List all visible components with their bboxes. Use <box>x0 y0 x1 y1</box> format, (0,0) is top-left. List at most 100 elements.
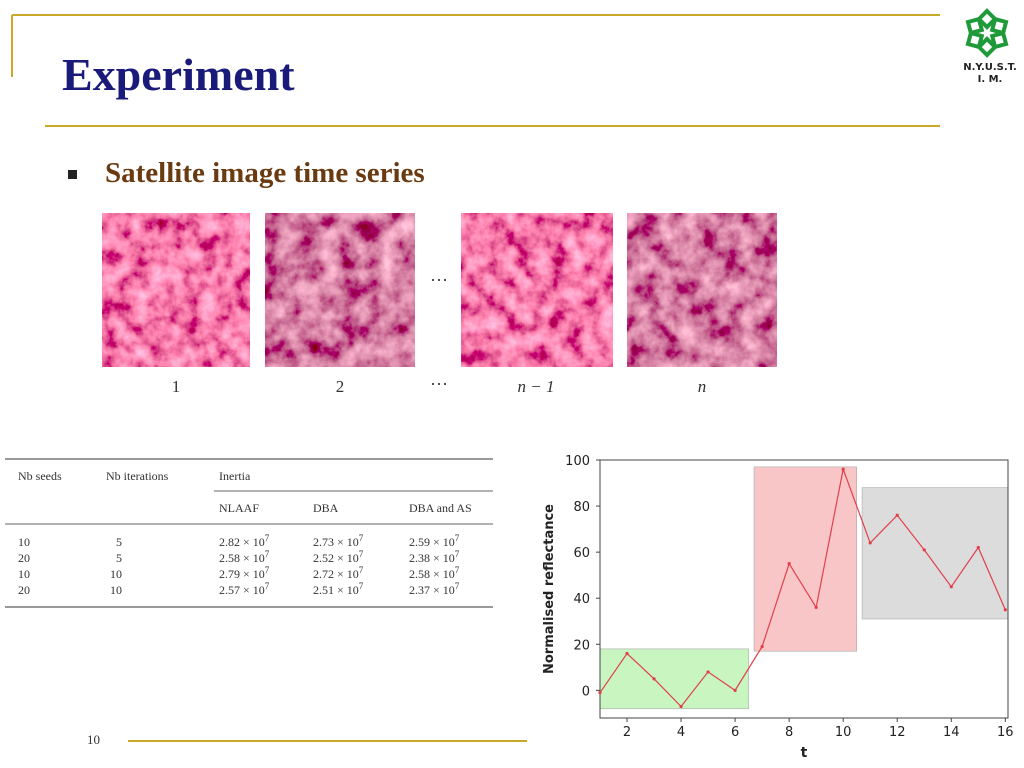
cell-mantissa: 2.51 × 10 <box>313 583 359 597</box>
data-point <box>868 541 872 545</box>
table-cell: 20 <box>18 583 30 597</box>
y-axis-label: Normalised reflectance <box>542 504 557 674</box>
cell-exponent: 7 <box>359 533 364 543</box>
cell-exponent: 7 <box>455 581 460 591</box>
table-cell: 5 <box>116 535 122 549</box>
y-tick-label: 20 <box>573 638 590 653</box>
y-tick-label: 80 <box>573 500 590 515</box>
data-point <box>733 688 737 692</box>
cell-mantissa: 2.72 × 10 <box>313 567 359 581</box>
data-point <box>949 585 953 589</box>
table-cell: 2.58 × 107 <box>219 549 270 565</box>
data-point <box>922 548 926 552</box>
y-tick-label: 40 <box>573 592 590 607</box>
table-cell: 2.51 × 107 <box>313 581 364 597</box>
x-tick-label: 14 <box>943 725 960 740</box>
table-cell: 10 <box>18 567 30 581</box>
logo <box>965 8 1009 58</box>
logo-text: N.Y.U.S.T. <box>963 62 1017 73</box>
cell-mantissa: 2.57 × 10 <box>219 583 265 597</box>
table-cell: 2.57 × 107 <box>219 581 270 597</box>
table: Nb seeds Nb iterations Inertia NLAAF DBA DBA … <box>18 469 472 597</box>
bullet-text: Satellite image time series <box>105 157 425 189</box>
x-tick-label: 4 <box>677 725 685 740</box>
cell-mantissa: 2.38 × 10 <box>409 551 455 565</box>
cell-mantissa: 2.58 × 10 <box>219 551 265 565</box>
y-tick-label: 60 <box>573 546 590 561</box>
logo-text: I. M. <box>978 74 1003 85</box>
data-point <box>706 670 710 674</box>
table-header: Nb iterations <box>106 469 169 483</box>
table-cell: 10 <box>18 535 30 549</box>
cell-exponent: 7 <box>265 549 270 559</box>
data-point <box>1003 608 1007 612</box>
bullet-square <box>68 170 77 179</box>
data-point <box>841 467 845 471</box>
cell-exponent: 7 <box>265 533 270 543</box>
satellite-image <box>102 213 250 367</box>
page-number: 10 <box>87 732 100 747</box>
cell-mantissa: 2.52 × 10 <box>313 551 359 565</box>
image-label: 1 <box>172 377 181 396</box>
cell-mantissa: 2.59 × 10 <box>409 535 455 549</box>
cell-exponent: 7 <box>455 533 460 543</box>
table-subheader: NLAAF <box>219 501 259 515</box>
cell-exponent: 7 <box>265 581 270 591</box>
satellite-image <box>461 213 613 367</box>
table-cell: 5 <box>116 551 122 565</box>
cell-exponent: 7 <box>359 581 364 591</box>
ellipsis: ··· <box>430 374 448 394</box>
cell-mantissa: 2.37 × 10 <box>409 583 455 597</box>
x-tick-label: 2 <box>623 725 631 740</box>
plot-frame <box>599 459 1009 719</box>
x-tick-label: 6 <box>731 725 739 740</box>
table-cell: 2.37 × 107 <box>409 581 460 597</box>
x-tick-label: 16 <box>997 725 1014 740</box>
table-header: Nb seeds <box>18 469 62 483</box>
cell-exponent: 7 <box>455 549 460 559</box>
cell-exponent: 7 <box>359 565 364 575</box>
table-cell: 2.72 × 107 <box>313 565 364 581</box>
data-point <box>814 605 818 610</box>
table-cell: 2.52 × 107 <box>313 549 364 565</box>
table-cell: 2.73 × 107 <box>313 533 364 549</box>
data-point <box>679 704 683 709</box>
data-point <box>625 651 629 656</box>
ellipsis: ··· <box>430 270 448 290</box>
slide-title: Experiment <box>62 49 295 100</box>
table-header: Inertia <box>219 469 251 483</box>
table-cell: 2.59 × 107 <box>409 533 460 549</box>
data-point <box>760 644 764 649</box>
x-tick-label: 10 <box>835 725 852 740</box>
data-point <box>976 545 980 550</box>
highlight-region <box>861 487 1009 620</box>
image-label: n − 1 <box>518 377 555 396</box>
cell-exponent: 7 <box>265 565 270 575</box>
cell-mantissa: 2.79 × 10 <box>219 567 265 581</box>
data-point <box>652 677 656 681</box>
data-point <box>787 562 791 566</box>
table-cell: 2.38 × 107 <box>409 549 460 565</box>
x-tick-label: 8 <box>785 725 793 740</box>
table-cell: 2.79 × 107 <box>219 565 270 581</box>
data-point <box>895 513 899 517</box>
cell-mantissa: 2.58 × 10 <box>409 567 455 581</box>
data-line <box>599 466 1006 708</box>
table-subheader: DBA and AS <box>409 501 472 515</box>
table-cell: 2.58 × 107 <box>409 565 460 581</box>
table-cell: 2.82 × 107 <box>219 533 270 549</box>
chart: 0 20 40 60 80 100 2 4 6 8 10 12 14 16 t Normalised refl… <box>542 454 1014 761</box>
image-label: n <box>698 377 707 396</box>
satellite-image <box>627 213 777 367</box>
table-cell: 10 <box>110 567 122 581</box>
x-tick-label: 12 <box>889 725 906 740</box>
data-point <box>598 691 602 695</box>
y-tick-label: 100 <box>565 454 590 469</box>
cell-exponent: 7 <box>359 549 364 559</box>
image-label: 2 <box>336 377 345 396</box>
cell-mantissa: 2.73 × 10 <box>313 535 359 549</box>
table-subheader: DBA <box>313 501 339 515</box>
satellite-image <box>265 213 415 367</box>
x-axis-label: t <box>801 745 808 761</box>
